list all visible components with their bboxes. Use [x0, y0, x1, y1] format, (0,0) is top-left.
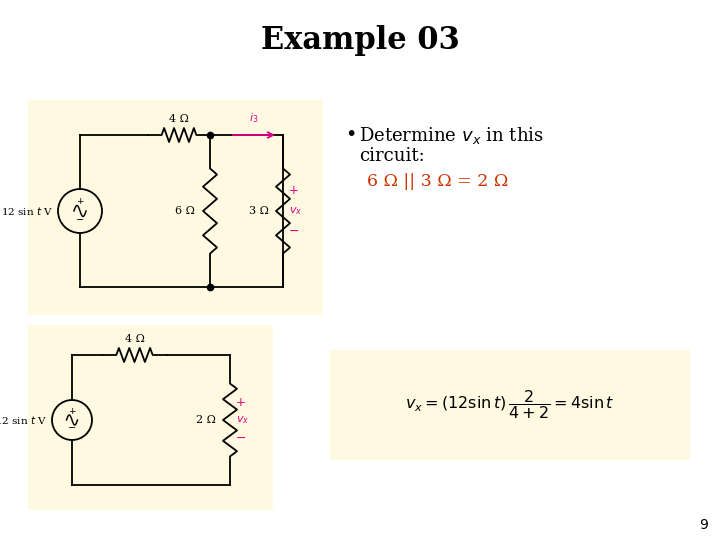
Text: +: + — [68, 407, 76, 416]
Text: −: − — [76, 215, 84, 225]
Text: 4 Ω: 4 Ω — [125, 334, 145, 344]
Text: Determine $v_x$ in this: Determine $v_x$ in this — [359, 125, 544, 146]
Text: +: + — [76, 197, 84, 206]
Text: 6 Ω: 6 Ω — [175, 206, 195, 216]
Text: Example 03: Example 03 — [261, 25, 459, 56]
Text: 4 Ω: 4 Ω — [169, 114, 189, 124]
Text: $v_x$: $v_x$ — [236, 414, 249, 426]
Text: +: + — [289, 185, 299, 198]
FancyBboxPatch shape — [28, 100, 323, 315]
Text: 9: 9 — [699, 518, 708, 532]
Text: −: − — [68, 423, 76, 434]
FancyBboxPatch shape — [330, 350, 690, 460]
Text: •: • — [345, 125, 356, 144]
Text: circuit:: circuit: — [359, 147, 425, 165]
FancyBboxPatch shape — [28, 325, 273, 510]
Text: $v_x = (12\sin t)\,\dfrac{2}{4+2} = 4\sin t$: $v_x = (12\sin t)\,\dfrac{2}{4+2} = 4\si… — [405, 388, 615, 422]
Text: $i_3$: $i_3$ — [249, 111, 258, 125]
Text: 3 Ω: 3 Ω — [249, 206, 269, 216]
Text: 6 Ω || 3 Ω = 2 Ω: 6 Ω || 3 Ω = 2 Ω — [367, 173, 508, 190]
Text: 12 sin $t$ V: 12 sin $t$ V — [0, 414, 47, 426]
Text: 12 sin $t$ V: 12 sin $t$ V — [1, 205, 53, 217]
Text: −: − — [236, 431, 246, 444]
Text: +: + — [236, 395, 246, 408]
Text: $v_x$: $v_x$ — [289, 205, 302, 217]
Text: −: − — [289, 225, 300, 238]
Text: 2 Ω: 2 Ω — [196, 415, 216, 425]
